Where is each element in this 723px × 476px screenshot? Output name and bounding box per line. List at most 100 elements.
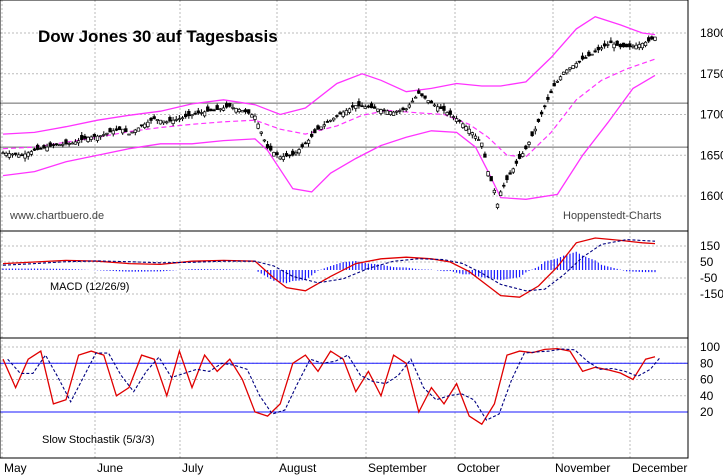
bollinger-upper [2, 15, 656, 135]
candle-body [517, 153, 522, 159]
candle-body [17, 154, 21, 158]
candle-body [618, 43, 623, 48]
candle-body [287, 154, 292, 157]
month-label: November [555, 461, 610, 475]
candle-body [237, 109, 241, 112]
candle-body [354, 105, 358, 109]
candle-body [4, 152, 8, 156]
candle-body [470, 132, 474, 136]
candle-body [187, 110, 191, 117]
candle-body [395, 110, 399, 113]
candle-body [631, 45, 635, 48]
candle-body [269, 145, 273, 151]
candle-body [568, 67, 572, 70]
candle-body [275, 152, 279, 155]
candle-body [259, 131, 263, 134]
candle-body [653, 36, 657, 41]
candle-body [577, 60, 582, 63]
candle-body [480, 142, 484, 147]
candle-body [76, 140, 81, 144]
grid-lines [0, 0, 688, 458]
candle-body [184, 113, 188, 118]
candle-body [521, 153, 525, 157]
candle-body [158, 119, 163, 125]
candle-body [350, 105, 355, 108]
candle-body [130, 131, 134, 134]
candle-body [108, 128, 112, 133]
candle-body [332, 117, 336, 121]
month-label: August [279, 461, 317, 475]
candle-body [587, 51, 591, 57]
candle-body [325, 121, 330, 123]
bollinger-middle [2, 58, 656, 158]
candle-body [473, 135, 478, 139]
candle-body [539, 111, 544, 115]
macd-line [2, 237, 656, 298]
source-right: Hoppenstedt-Charts [563, 210, 662, 222]
stochastic-tick-label: 100 [700, 340, 720, 354]
candle-body [640, 42, 645, 49]
candle-body [508, 172, 512, 175]
candle-body [10, 153, 15, 156]
candle-body [565, 69, 569, 74]
candle-body [272, 152, 276, 157]
candle-body [413, 96, 418, 99]
candle-body [612, 43, 616, 49]
candle-body [67, 143, 71, 145]
candle-body [562, 71, 566, 75]
candle-body [398, 110, 402, 112]
chart-title: Dow Jones 30 auf Tagesbasis [38, 27, 278, 46]
stochastic-panel [0, 346, 688, 426]
candle-body [92, 134, 96, 137]
candle-body [89, 136, 93, 140]
candle-body [373, 106, 377, 109]
candle-body [335, 115, 339, 117]
candle-body [322, 124, 326, 127]
candle-body [35, 144, 40, 150]
candle-body [26, 152, 30, 157]
candle-body [253, 115, 257, 120]
candle-body [7, 153, 11, 158]
candle-body [1, 152, 5, 155]
candle-body [445, 112, 449, 116]
candle-body [461, 123, 465, 128]
month-label: July [182, 461, 203, 475]
candle-body [401, 107, 405, 110]
candle-body [599, 47, 604, 50]
candle-body [13, 152, 18, 155]
candle-body [133, 129, 137, 133]
candle-body [250, 114, 254, 118]
candle-body [51, 144, 56, 146]
candle-body [199, 112, 204, 114]
candle-body [58, 144, 62, 147]
candle-body [549, 90, 553, 94]
candle-body [190, 114, 194, 117]
candle-body [265, 144, 270, 149]
candle-body [505, 175, 509, 181]
stochastic-label: Slow Stochastik (5/3/3) [42, 434, 155, 446]
candle-body [196, 110, 200, 114]
candle-body [388, 111, 393, 115]
candle-body [432, 104, 437, 107]
candle-body [530, 131, 534, 137]
month-label: October [457, 461, 500, 475]
candle-body [634, 44, 638, 50]
candle-body [584, 57, 588, 59]
candle-body [168, 117, 172, 122]
candle-body [571, 65, 575, 69]
candle-body [448, 110, 452, 115]
candle-body [316, 125, 320, 130]
candle-body [247, 109, 251, 114]
candle-body [385, 110, 389, 115]
candle-body [136, 127, 141, 132]
candle-body [70, 142, 74, 145]
candle-body [643, 41, 648, 46]
candle-body [98, 135, 103, 138]
candle-body [319, 126, 323, 130]
candle-body [165, 121, 169, 124]
candle-body [341, 111, 345, 117]
candle-body [243, 109, 248, 113]
candle-body [61, 143, 65, 146]
month-label: December [632, 461, 687, 475]
candle-body [161, 120, 166, 124]
